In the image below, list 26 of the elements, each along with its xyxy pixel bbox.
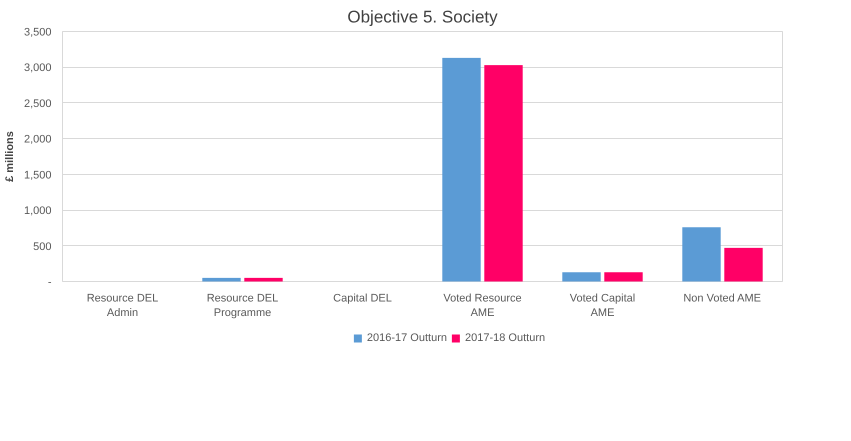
x-tick-label: Capital DEL [333, 292, 392, 304]
bar [682, 227, 721, 282]
y-axis-title: £ millions [4, 131, 16, 182]
bar [442, 58, 481, 282]
legend-label: 2016-17 Outturn [366, 332, 447, 344]
y-tick-label: 500 [33, 240, 52, 253]
x-tick-label: Voted Resource AME [443, 292, 522, 319]
bar [244, 278, 283, 282]
bar [484, 65, 523, 282]
y-tick-label: 3,500 [24, 26, 52, 38]
y-tick-label: 3,000 [24, 62, 52, 74]
y-tick-label: 2,000 [24, 134, 52, 146]
bar [562, 272, 601, 282]
y-tick-label: 2,500 [24, 98, 52, 110]
y-tick-label: 1,500 [24, 169, 52, 182]
chart-title: Objective 5. Society [347, 8, 498, 26]
y-tick-label: - [48, 276, 52, 288]
y-tick-label: 1,000 [24, 205, 52, 218]
bar [202, 278, 241, 282]
x-tick-label: Non Voted AME [683, 292, 762, 304]
bar [604, 272, 643, 282]
legend-label: 2017-18 Outturn [465, 332, 546, 344]
x-tick-label: Voted Capital AME [570, 292, 636, 319]
x-tick-label: Resource DEL Admin [86, 292, 158, 319]
bar [724, 248, 763, 282]
x-tick-label: Resource DEL Programme [206, 292, 278, 319]
